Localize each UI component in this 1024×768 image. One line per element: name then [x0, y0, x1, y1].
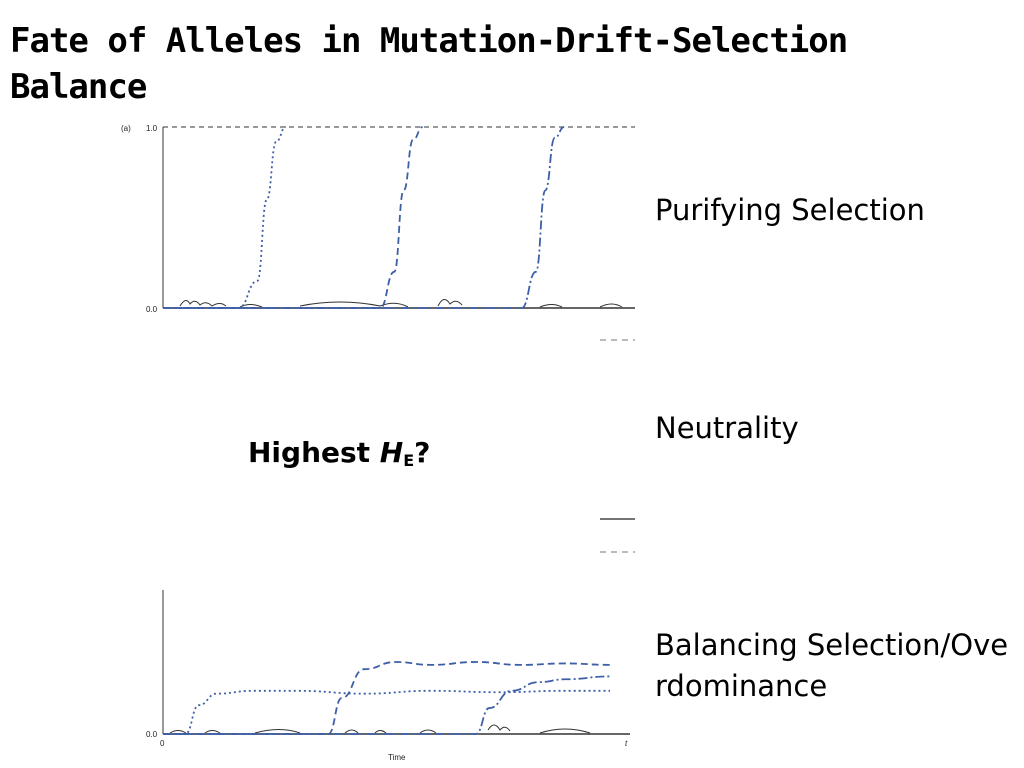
x-tick-zero: 0 — [160, 739, 165, 748]
series-group-a — [162, 126, 565, 309]
series-group-c — [163, 661, 611, 735]
allele-trajectory-dotted — [163, 689, 610, 735]
label-purifying-selection: Purifying Selection — [655, 193, 925, 227]
allele-trajectory-dashdot — [163, 675, 611, 735]
question-prefix: Highest — [248, 436, 380, 469]
allele-trajectory-dashed — [163, 661, 611, 735]
x-axis-label: Time — [388, 753, 406, 762]
lost-alleles-trace — [179, 299, 623, 308]
panel-letter: (a) — [121, 124, 131, 133]
allele-trajectory-dashed — [162, 126, 423, 309]
label-balancing-selection: Balancing Selection/Overdominance — [655, 628, 1009, 703]
allele-trajectory-dotted — [162, 126, 287, 309]
x-tick-t: t — [625, 739, 628, 748]
allele-trajectory-dashdot — [162, 126, 565, 309]
panel-c: 0.0 0 t Time — [146, 590, 630, 762]
question-sub: E — [403, 451, 415, 470]
highest-he-question: Highest HE? — [248, 436, 430, 470]
label-neutrality: Neutrality — [655, 411, 799, 445]
y-tick-bottom: 0.0 — [146, 305, 158, 314]
lost-alleles-trace — [169, 724, 591, 734]
slide-title: Fate of Alleles in Mutation-Drift-Select… — [10, 21, 848, 107]
question-suffix: ? — [414, 436, 431, 469]
panel-a: (a) 1.0 0.0 — [121, 124, 635, 314]
y-tick-top: 1.0 — [146, 124, 158, 133]
question-var: H — [379, 436, 404, 469]
y-tick-bottom: 0.0 — [146, 730, 158, 739]
